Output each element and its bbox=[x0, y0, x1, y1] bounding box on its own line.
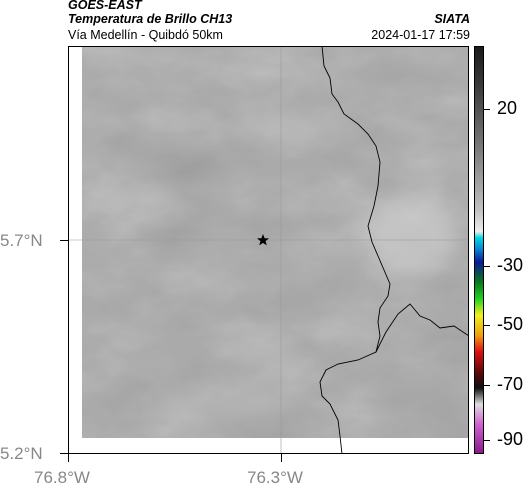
lat-label: 5.7°N bbox=[0, 231, 43, 250]
colorbar-tick-label: -30 bbox=[497, 255, 524, 276]
colorbar-tick bbox=[484, 439, 490, 441]
lon-tick bbox=[281, 454, 282, 462]
colorbar-tick-label: -50 bbox=[497, 314, 524, 335]
colorbar-tick-label: -90 bbox=[497, 428, 524, 449]
no-data-left bbox=[68, 46, 82, 454]
route-subtitle: Vía Medellín - Quibdó 50km bbox=[68, 28, 223, 42]
cloud-highlights bbox=[158, 114, 458, 428]
datetime-label: 2024-01-17 17:59 bbox=[371, 28, 470, 42]
satellite-map[interactable] bbox=[68, 46, 469, 454]
lon-tick bbox=[68, 454, 69, 462]
boundary-line bbox=[319, 46, 391, 454]
map-svg bbox=[68, 46, 469, 454]
lon-label: 76.8°W bbox=[34, 468, 90, 487]
colorbar-tick bbox=[484, 384, 490, 386]
org-label: SIATA bbox=[434, 12, 470, 26]
colorbar bbox=[474, 46, 484, 454]
colorbar-tick bbox=[484, 109, 490, 111]
boundary-line bbox=[375, 303, 469, 353]
colorbar-tick-label: -70 bbox=[497, 373, 524, 394]
colorbar-tick bbox=[484, 266, 490, 268]
product-title: Temperatura de Brillo CH13 bbox=[68, 12, 233, 26]
lon-label: 76.3°W bbox=[247, 468, 303, 487]
no-data-bottom bbox=[68, 438, 469, 454]
star-icon bbox=[257, 234, 269, 246]
lat-tick bbox=[60, 240, 68, 241]
lat-label: 5.2°N bbox=[0, 444, 43, 463]
lat-tick bbox=[60, 453, 68, 454]
colorbar-tick-label: 20 bbox=[497, 98, 518, 119]
colorbar-tick bbox=[484, 325, 490, 327]
satellite-title: GOES-EAST bbox=[68, 0, 142, 12]
